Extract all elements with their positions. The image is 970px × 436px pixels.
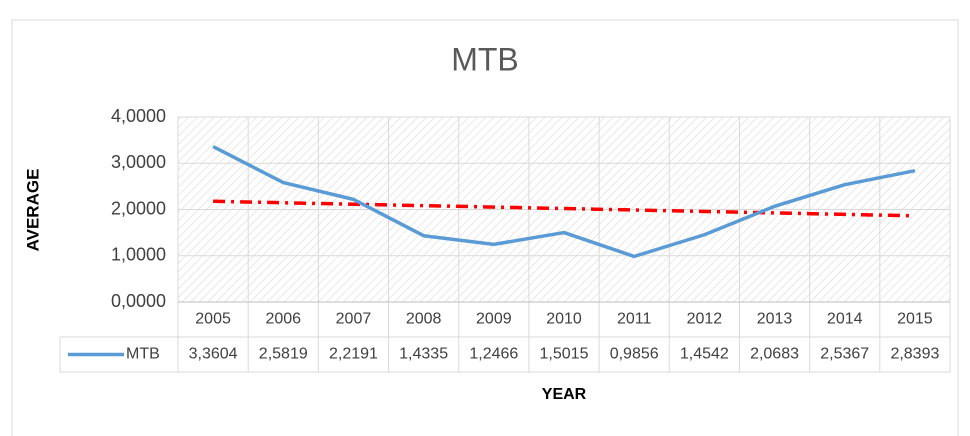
- data-table-value: 1,4335: [399, 346, 448, 363]
- data-table-value: 2,8393: [890, 346, 939, 363]
- line-series: [212, 145, 916, 259]
- y-tick-label: 2,0000: [111, 198, 166, 218]
- y-axis-label: AVERAGE: [23, 169, 42, 252]
- data-table-value: 1,4542: [680, 346, 729, 363]
- x-tick-label: 2005: [195, 311, 231, 328]
- x-tick-label: 2010: [546, 311, 582, 328]
- x-tick-label: 2013: [757, 311, 793, 328]
- x-tick-label: 2007: [336, 311, 372, 328]
- x-tick-label: 2006: [265, 311, 301, 328]
- trendline: [213, 199, 915, 218]
- data-table-value: 2,0683: [750, 346, 799, 363]
- x-tick-label: 2008: [406, 311, 442, 328]
- x-tick-label: 2012: [687, 311, 723, 328]
- y-tick-label: 1,0000: [111, 245, 166, 265]
- y-tick-label: 4,0000: [111, 106, 166, 126]
- data-table-value: 3,3604: [189, 346, 238, 363]
- y-tick-label: 3,0000: [111, 152, 166, 172]
- x-tick-label: 2014: [827, 311, 863, 328]
- chart-title: MTB: [451, 41, 519, 77]
- x-axis-label: YEAR: [542, 386, 587, 403]
- data-table-value: 2,5819: [259, 346, 308, 363]
- data-table-value: 0,9856: [610, 346, 659, 363]
- x-tick-label: 2015: [897, 311, 933, 328]
- data-table-value: 2,5367: [820, 346, 869, 363]
- data-table-value: 2,2191: [329, 346, 378, 363]
- data-table-value: 1,2466: [469, 346, 518, 363]
- x-tick-label: 2011: [617, 311, 652, 328]
- data-table-value: 1,5015: [540, 346, 589, 363]
- x-tick-label: 2009: [476, 311, 512, 328]
- legend-label: MTB: [126, 346, 160, 363]
- y-tick-label: 0,0000: [111, 291, 166, 311]
